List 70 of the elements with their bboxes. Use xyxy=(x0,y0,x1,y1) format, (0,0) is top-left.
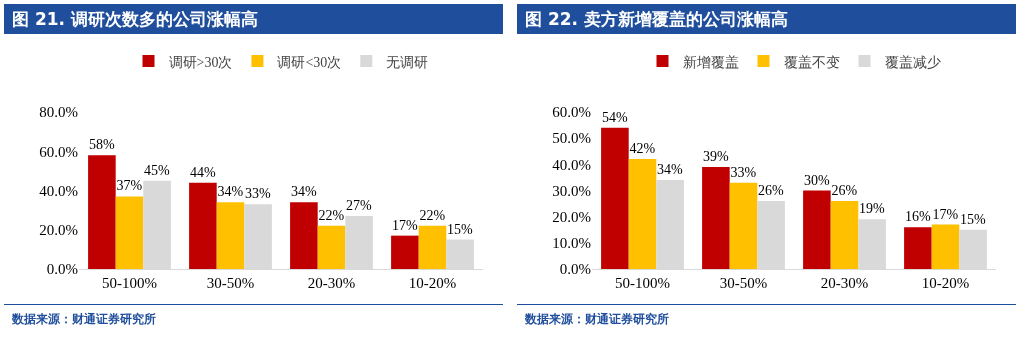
bar xyxy=(830,200,859,269)
bar xyxy=(803,190,831,269)
data-label: 54% xyxy=(601,109,628,125)
data-label: 37% xyxy=(116,178,143,194)
data-label: 34% xyxy=(217,184,244,200)
bar xyxy=(418,225,447,269)
bar xyxy=(391,235,419,269)
chart-title: 图 22. 卖方新增覆盖的公司涨幅高 xyxy=(517,4,1016,34)
y-tick-label: 40.0% xyxy=(552,156,591,173)
x-tick-label: 30-50% xyxy=(719,275,768,291)
chart-title: 图 21. 调研次数多的公司涨幅高 xyxy=(4,4,503,34)
data-label: 22% xyxy=(318,207,345,223)
bar xyxy=(931,224,960,269)
data-label: 30% xyxy=(803,172,830,188)
data-label: 33% xyxy=(245,186,272,202)
bar xyxy=(628,159,657,269)
data-label: 16% xyxy=(904,209,931,225)
data-label: 17% xyxy=(932,206,959,222)
legend-label: 覆盖不变 xyxy=(783,54,840,70)
data-label: 26% xyxy=(831,182,858,198)
x-tick-label: 50-100% xyxy=(102,275,157,291)
y-tick-label: 40.0% xyxy=(39,182,78,199)
data-label: 15% xyxy=(447,221,474,237)
data-label: 44% xyxy=(189,164,216,180)
data-label: 39% xyxy=(702,148,729,164)
data-label: 45% xyxy=(144,162,171,178)
y-tick-label: 80.0% xyxy=(39,104,78,121)
bar xyxy=(189,182,217,269)
y-tick-label: 60.0% xyxy=(552,104,591,121)
x-tick-label: 30-50% xyxy=(206,275,255,291)
y-tick-label: 60.0% xyxy=(39,143,78,160)
bar xyxy=(290,202,318,269)
bar xyxy=(317,225,346,269)
data-label: 34% xyxy=(657,162,684,178)
data-label: 17% xyxy=(391,217,418,233)
legend-label: 调研<30次 xyxy=(277,54,342,70)
y-tick-label: 20.0% xyxy=(39,222,78,238)
bar xyxy=(729,182,758,269)
data-label: 42% xyxy=(629,141,656,157)
x-tick-label: 20-30% xyxy=(307,275,356,291)
bar xyxy=(904,227,932,269)
x-tick-label: 50-100% xyxy=(615,275,670,291)
y-tick-label: 50.0% xyxy=(552,130,591,147)
x-tick-label: 10-20% xyxy=(408,275,457,291)
bar xyxy=(702,166,730,269)
legend-label: 新增覆盖 xyxy=(682,54,739,70)
source-note: 数据来源：财通证券研究所 xyxy=(517,304,1016,328)
y-tick-label: 0.0% xyxy=(46,261,78,278)
y-tick-label: 0.0% xyxy=(559,261,591,278)
y-tick-label: 10.0% xyxy=(552,235,591,252)
source-note: 数据来源：财通证券研究所 xyxy=(4,304,503,328)
data-label: 15% xyxy=(960,211,987,227)
data-label: 58% xyxy=(88,137,115,153)
x-tick-label: 20-30% xyxy=(820,275,869,291)
y-tick-label: 20.0% xyxy=(552,208,591,225)
legend-label: 无调研 xyxy=(386,54,429,70)
legend-label: 覆盖减少 xyxy=(884,54,941,70)
bar xyxy=(601,127,629,269)
bar xyxy=(115,196,144,269)
legend-label: 调研>30次 xyxy=(168,54,233,70)
y-tick-label: 30.0% xyxy=(552,182,591,199)
data-label: 19% xyxy=(859,201,886,217)
data-label: 34% xyxy=(290,184,317,200)
bar xyxy=(216,202,245,269)
data-label: 26% xyxy=(758,182,785,198)
bar xyxy=(88,155,116,269)
data-label: 33% xyxy=(730,164,757,180)
x-tick-label: 10-20% xyxy=(921,275,970,291)
data-label: 22% xyxy=(419,207,446,223)
data-label: 27% xyxy=(346,198,373,214)
